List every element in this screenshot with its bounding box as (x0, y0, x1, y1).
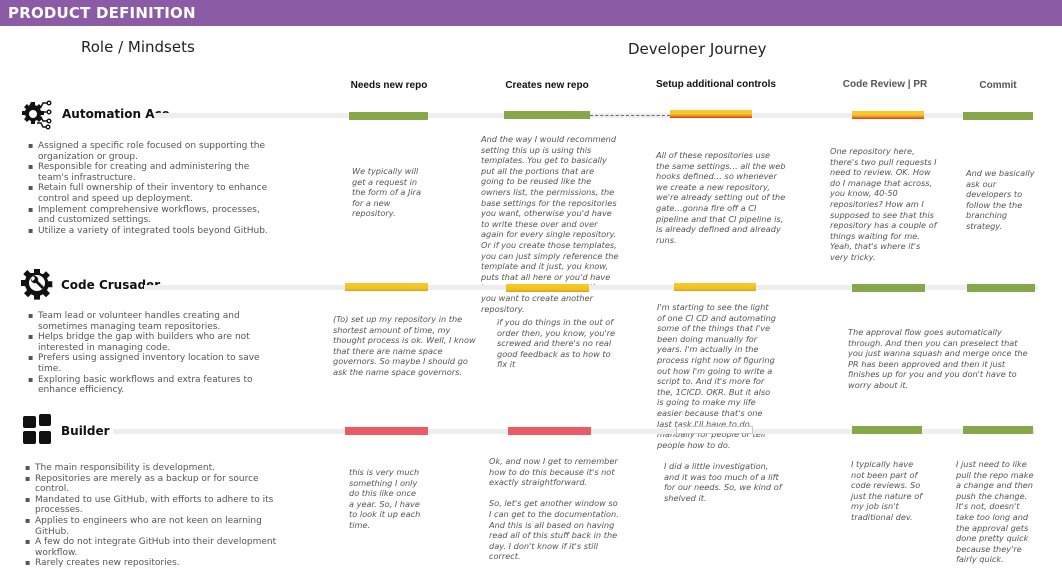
bullet: Team lead or volunteer handles creating … (28, 311, 268, 332)
bullet: Repositories are merely as a backup or f… (25, 474, 285, 495)
bullet: Assigned a specific role focused on supp… (28, 141, 268, 162)
quote-setup-controls: I'm starting to see the light of one CI … (657, 302, 776, 450)
quote-code-review: I typically have not been part of code r… (851, 459, 923, 522)
role-name-code-crusader: Code Crusader (61, 278, 161, 292)
status-bar-code-review (852, 111, 924, 119)
bullet: Exploring basic workflows and extra feat… (28, 375, 268, 396)
stage-commit: Commit (979, 80, 1017, 91)
status-bar-needs-new-repo (345, 427, 428, 435)
quote-setup-controls: All of these repositories use the same s… (656, 150, 786, 245)
stage-setup-additional-controls: Setup additional controls (655, 79, 776, 90)
status-bar-commit (963, 112, 1033, 120)
quote-code-review-commit: The approval flow goes automatically thr… (848, 327, 1028, 390)
journey-heading: Developer Journey (628, 40, 767, 58)
bullet: The main responsibility is development. (25, 463, 285, 474)
role-name-builder: Builder (61, 424, 110, 438)
bullet: Mandated to use GitHub, with efforts to … (25, 495, 285, 516)
quote-needs-new-repo: (To) set up my repository in the shortes… (333, 314, 476, 377)
banner-title: PRODUCT DEFINITION (8, 4, 196, 22)
status-bar-creates-new-repo (506, 284, 589, 292)
stage-code-review-pr: Code Review | PR (842, 79, 928, 90)
quote-needs-new-repo: this is very much something I only do th… (349, 467, 421, 530)
status-bar-commit (967, 284, 1035, 292)
status-bar-setup-controls (676, 426, 753, 434)
bullet: Rarely creates new repositories. (25, 558, 285, 569)
header-banner: PRODUCT DEFINITION (0, 0, 1062, 26)
status-bar-code-review (852, 284, 925, 292)
status-bar-code-review (852, 426, 922, 434)
status-bar-creates-new-repo (508, 427, 591, 435)
status-bar-needs-new-repo (349, 112, 428, 120)
stage-needs-new-repo: Needs new repo (350, 80, 428, 91)
status-bar-commit (963, 426, 1033, 434)
quote-setup-controls: I did a little investigation, and it was… (664, 461, 782, 503)
role-description-automation-ace: Assigned a specific role focused on supp… (28, 141, 268, 236)
bullet: Retain full ownership of their inventory… (28, 183, 268, 204)
quote-creates-new-repo: Ok, and now I get to remember how to do … (489, 456, 619, 562)
bullet: Utilize a variety of integrated tools be… (28, 226, 268, 237)
bullet: A few do not integrate GitHub into their… (25, 537, 285, 558)
journey-track (144, 285, 1038, 290)
status-bar-setup-controls (674, 283, 756, 291)
role-name-automation-ace: Automation Ace (62, 107, 170, 121)
status-bar-needs-new-repo (345, 283, 428, 291)
status-bar-setup-controls (670, 110, 752, 118)
bullet: Helps bridge the gap with builders who a… (28, 332, 268, 353)
role-description-builder: The main responsibility is development. … (25, 463, 285, 569)
bullet: Responsible for creating and administeri… (28, 162, 268, 183)
roles-heading: Role / Mindsets (81, 38, 195, 56)
stage-creates-new-repo: Creates new repo (505, 80, 589, 91)
quote-commit: And we basically ask our developers to f… (966, 168, 1035, 231)
gear-wrench-icon (20, 266, 54, 300)
quote-creates-new-repo: if you do things in the out of order the… (497, 317, 616, 370)
blocks-icon (22, 414, 56, 448)
quote-commit: I just need to like pull the repo make a… (956, 459, 1034, 565)
quote-needs-new-repo: We typically will get a request in the f… (352, 166, 422, 219)
quote-code-review: One repository here, there's two pull re… (830, 146, 937, 262)
bullet: Implement comprehensive workflows, proce… (28, 205, 268, 226)
status-bar-creates-new-repo (504, 111, 590, 119)
role-description-code-crusader: Team lead or volunteer handles creating … (28, 311, 268, 396)
bullet: Prefers using assigned inventory locatio… (28, 353, 268, 374)
bullet: Applies to engineers who are not keen on… (25, 516, 285, 537)
dashed-connector (590, 115, 670, 116)
gear-network-icon (20, 97, 54, 131)
